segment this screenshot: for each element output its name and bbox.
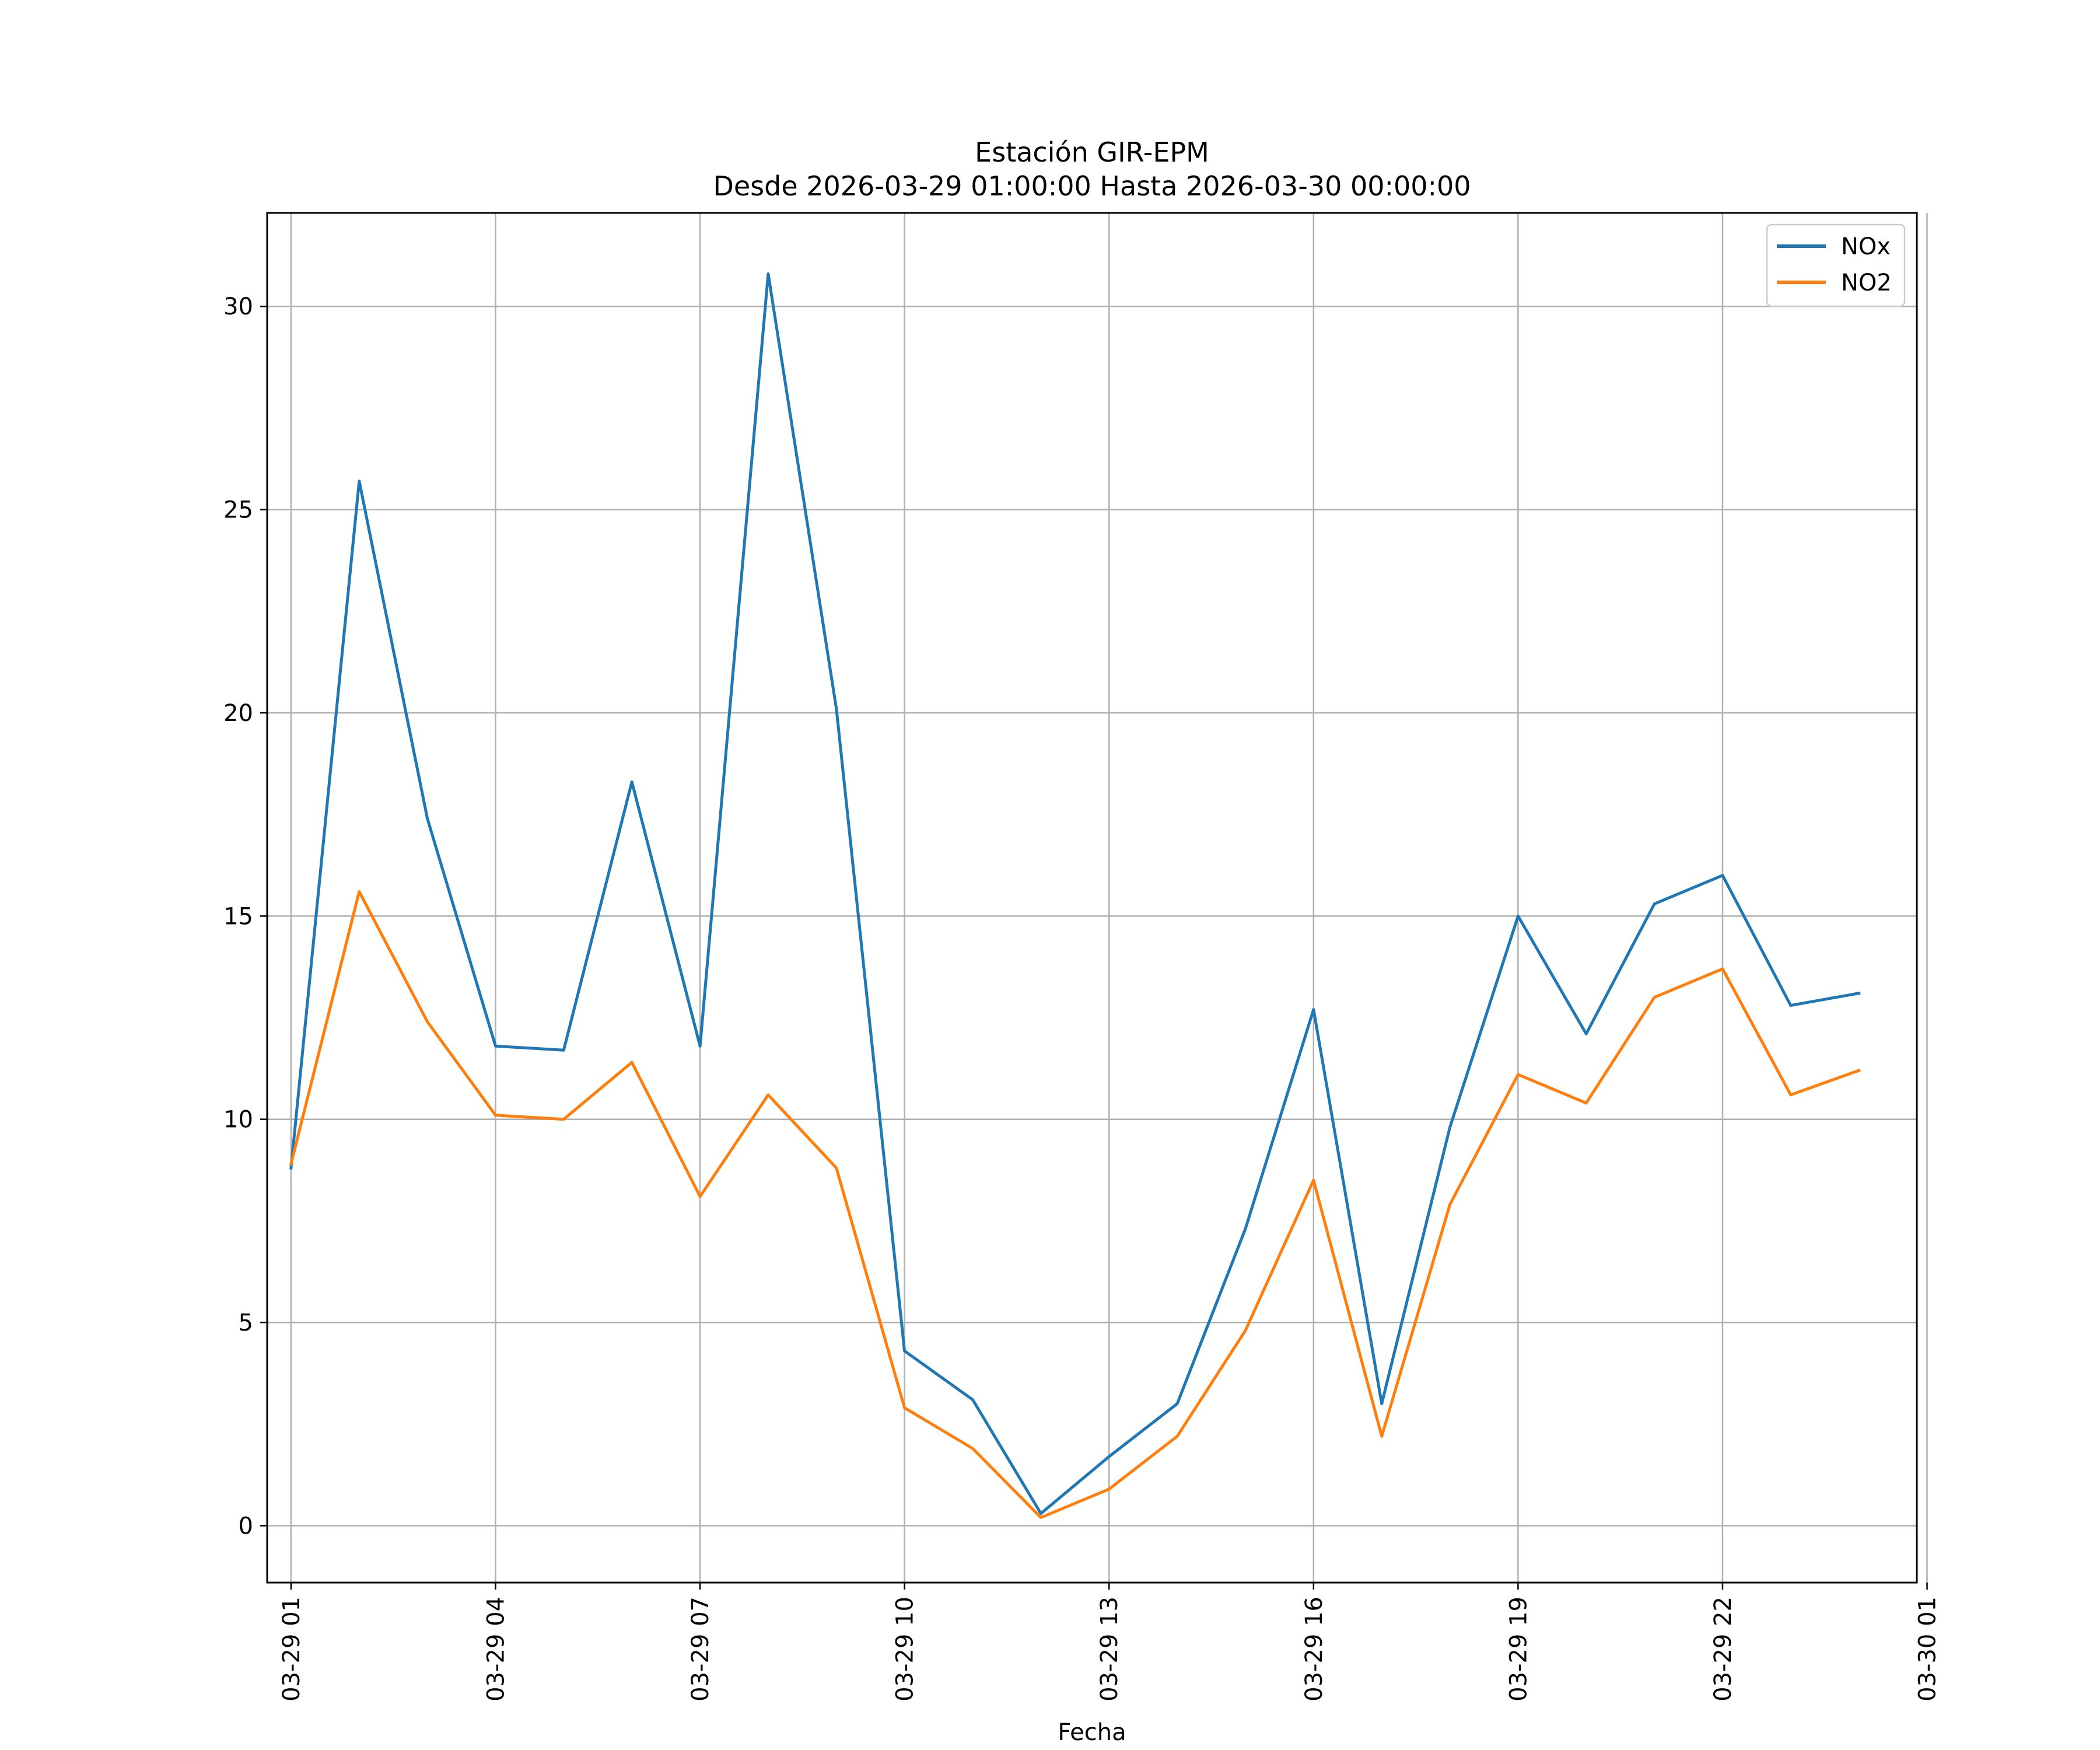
x-tick-label: 03-29 16 — [1301, 1597, 1328, 1702]
y-tick-label: 5 — [239, 1310, 253, 1336]
x-tick-label: 03-29 19 — [1505, 1597, 1532, 1702]
x-tick-label: 03-29 07 — [687, 1597, 714, 1702]
x-tick-label: 03-29 13 — [1096, 1597, 1123, 1702]
x-axis-ticks: 03-29 01 03-29 04 03-29 07 03-29 10 03-29 13… — [278, 1583, 1941, 1702]
x-tick-label: 03-30 01 — [1915, 1597, 1941, 1702]
x-tick-label: 03-29 10 — [892, 1597, 919, 1702]
x-axis-label: Fecha — [1058, 1719, 1126, 1746]
y-tick-label: 25 — [223, 497, 253, 524]
y-tick-label: 0 — [239, 1513, 253, 1539]
legend-label-no2: NO2 — [1841, 270, 1892, 296]
chart-subtitle: Desde 2026-03-29 01:00:00 Hasta 2026-03-… — [713, 170, 1471, 202]
x-tick-label: 03-29 01 — [278, 1597, 305, 1702]
series-lines — [289, 272, 1861, 1519]
x-tick-label: 03-29 22 — [1710, 1597, 1737, 1702]
y-tick-label: 15 — [223, 903, 253, 930]
y-tick-label: 10 — [223, 1107, 253, 1133]
y-tick-label: 30 — [223, 293, 253, 320]
x-tick-label: 03-29 04 — [482, 1597, 509, 1702]
plot-frame — [266, 212, 1918, 1584]
legend: NOx NO2 — [1766, 223, 1906, 307]
legend-label-nox: NOx — [1841, 233, 1891, 260]
series-line-no2 — [289, 890, 1861, 1519]
chart-title: Estación GIR-EPM — [975, 136, 1209, 168]
y-tick-label: 20 — [223, 700, 253, 727]
series-line-nox — [289, 272, 1861, 1516]
y-axis-ticks: 0 5 10 15 20 25 30 — [223, 293, 267, 1539]
